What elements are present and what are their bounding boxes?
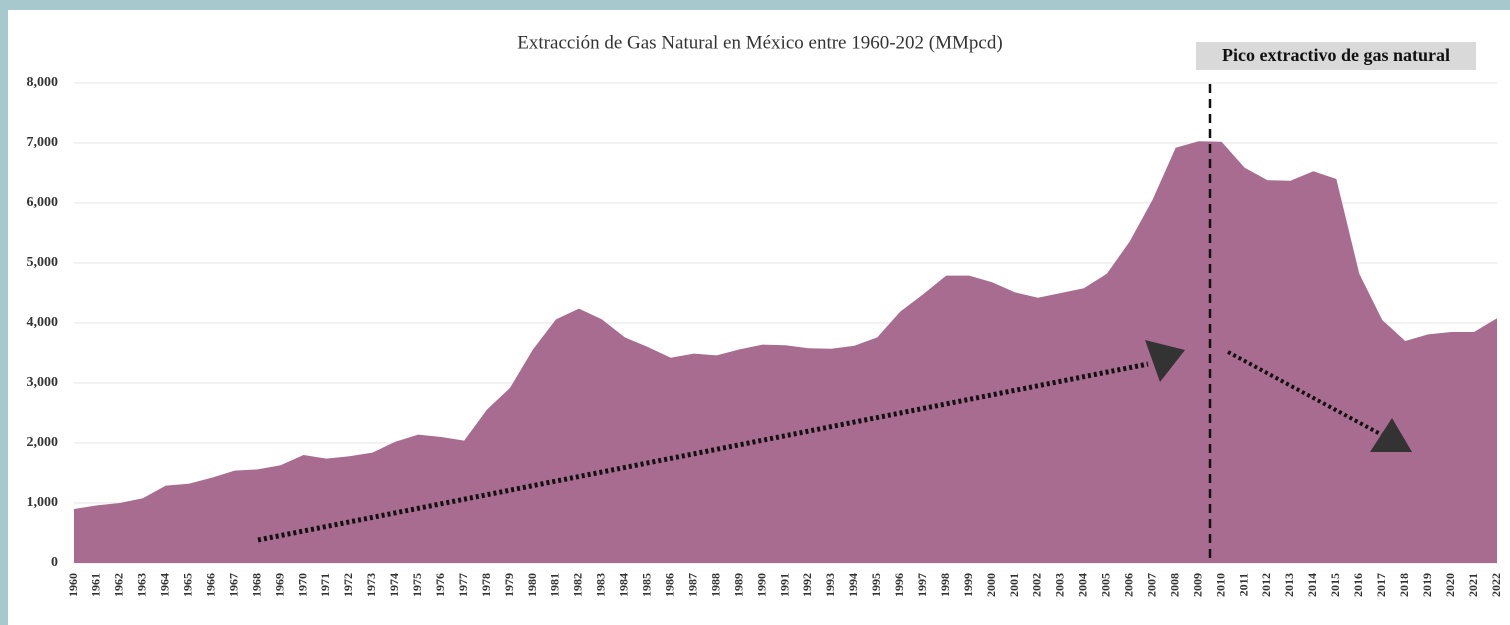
x-tick-label: 1996 [892, 573, 906, 597]
trend-arrow-up [257, 361, 1149, 543]
area [74, 141, 1497, 563]
x-tick-label: 1976 [433, 573, 447, 597]
x-tick-label: 1965 [181, 573, 195, 597]
x-tick-label: 2005 [1099, 573, 1113, 597]
x-tick-label: 1971 [318, 573, 332, 597]
x-tick-label: 1989 [731, 573, 745, 597]
x-tick-label: 1994 [846, 573, 860, 597]
x-tick-label: 1999 [961, 573, 975, 597]
arrowhead [1145, 340, 1185, 382]
annotation: Pico extractivo de gas natural [1222, 45, 1450, 65]
y-tick-label: 1,000 [27, 495, 59, 510]
x-tick-label: 1992 [800, 573, 814, 597]
chart-title: Extracción de Gas Natural en México entr… [517, 32, 1002, 53]
x-tick-label: 2016 [1351, 573, 1365, 597]
x-tick-label: 1963 [135, 573, 149, 597]
y-tick-label: 3,000 [27, 375, 59, 390]
x-tick-label: 2003 [1053, 573, 1067, 597]
x-tick-label: 1981 [548, 573, 562, 597]
x-tick-label: 2004 [1076, 573, 1090, 597]
y-tick-label: 8,000 [27, 75, 59, 90]
x-tick-label: 1970 [295, 573, 309, 597]
x-tick-label: 1993 [823, 573, 837, 597]
x-tick-label: 2021 [1466, 573, 1480, 597]
x-tick-label: 2020 [1443, 573, 1457, 597]
x-tick-label: 2012 [1259, 573, 1273, 597]
x-tick-label: 2007 [1144, 573, 1158, 597]
x-tick-label: 1968 [249, 573, 263, 597]
annotation-box [1196, 42, 1476, 70]
y-tick-label: 7,000 [27, 135, 59, 150]
y-tick-label: 0 [51, 555, 58, 570]
arrowhead [1370, 418, 1412, 452]
x-tick-label: 1974 [387, 573, 401, 597]
x-tick-label: 1985 [640, 573, 654, 597]
x-tick-label: 1990 [754, 573, 768, 597]
x-tick-label: 1973 [364, 573, 378, 597]
x-tick-label: 2001 [1007, 573, 1021, 597]
x-tick-label: 2019 [1420, 573, 1434, 597]
x-tick-label: 2015 [1328, 573, 1342, 597]
x-tick-label: 1960 [66, 573, 80, 597]
x-tick-label: 1964 [158, 573, 172, 597]
x-tick-label: 1987 [685, 573, 699, 597]
x-tick-label: 2022 [1489, 573, 1503, 597]
x-tick-label: 2017 [1374, 573, 1388, 597]
x-tick-label: 2013 [1282, 573, 1296, 597]
x-tick-label: 1977 [456, 573, 470, 597]
y-tick-label: 4,000 [27, 315, 59, 330]
x-tick-label: 2006 [1122, 573, 1136, 597]
x-tick-label: 2000 [984, 573, 998, 597]
x-tick-label: 2008 [1167, 573, 1181, 597]
x-tick-label: 1967 [226, 573, 240, 597]
x-tick-label: 1991 [777, 573, 791, 597]
y-tick-label: 2,000 [27, 435, 59, 450]
x-tick-label: 1983 [594, 573, 608, 597]
y-tick-label: 6,000 [27, 195, 59, 210]
x-tick-label: 1969 [272, 573, 286, 597]
x-tick-label: 1997 [915, 573, 929, 597]
x-tick-label: 1962 [112, 573, 126, 597]
x-tick-label: 2014 [1305, 573, 1319, 597]
x-tick-label: 2010 [1213, 573, 1227, 597]
x-tick-label: 1988 [708, 573, 722, 597]
x-tick-label: 1995 [869, 573, 883, 597]
y-tick-label: 5,000 [27, 255, 59, 270]
x-tick-label: 2011 [1236, 573, 1250, 596]
x-tick-label: 1998 [938, 573, 952, 597]
x-tick-label: 1961 [89, 573, 103, 597]
x-tick-label: 1984 [617, 573, 631, 597]
x-tick-label: 1979 [502, 573, 516, 597]
plot [74, 141, 1497, 563]
x-tick-label: 2009 [1190, 573, 1204, 597]
x-tick-label: 2002 [1030, 573, 1044, 597]
x-tick-label: 2018 [1397, 573, 1411, 597]
x-tick-label: 1980 [525, 573, 539, 597]
x-tick-label: 1982 [571, 573, 585, 597]
x-tick-label: 1975 [410, 573, 424, 597]
x-tick-label: 1986 [662, 573, 676, 597]
x-tick-label: 1966 [203, 573, 217, 597]
x-tick-label: 1972 [341, 573, 355, 597]
x-tick-label: 1978 [479, 573, 493, 597]
